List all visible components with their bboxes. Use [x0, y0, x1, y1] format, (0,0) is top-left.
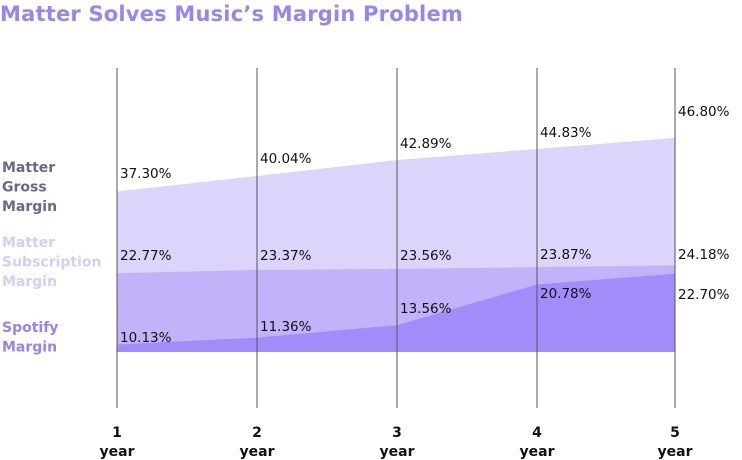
subscription-margin-label: 24.18% [678, 247, 730, 263]
x-tick-label: 5 [670, 425, 680, 441]
series-label-layer: Matter Gross Margin Matter Subscription Margi… [2, 160, 102, 356]
spotify-margin-label: 13.56% [400, 301, 452, 317]
subscription-margin-label: 23.56% [400, 248, 452, 264]
gridline-layer [116, 68, 676, 408]
subscription-margin-label: 23.37% [260, 248, 312, 264]
x-tick-label: 4 [532, 425, 542, 441]
spotify-margin-name: Spotify Margin [2, 320, 58, 356]
x-tick-label: 1 [112, 425, 122, 441]
spotify-margin-label: 11.36% [260, 319, 312, 335]
spotify-margin-label: 20.78% [540, 286, 592, 302]
x-tick-unit: year [240, 444, 275, 460]
subscription-margin-label: 22.77% [120, 248, 172, 264]
gross-margin-label: 42.89% [400, 136, 452, 152]
x-tick-label: 2 [252, 425, 262, 441]
data-label-layer: 37.30% 40.04% 42.89% 44.83% 46.80% 22.77% 23.3… [120, 104, 730, 346]
x-tick-label: 3 [392, 425, 402, 441]
subscription-margin-label: 23.87% [540, 247, 592, 263]
gross-margin-label: 46.80% [678, 104, 730, 120]
subscription-margin-name: Matter Subscription Margin [2, 235, 102, 290]
x-tick-unit: year [658, 444, 693, 460]
spotify-margin-label: 10.13% [120, 330, 172, 346]
x-tick-unit: year [100, 444, 135, 460]
spotify-margin-area [117, 273, 675, 352]
gross-margin-label: 44.83% [540, 125, 592, 141]
x-axis: 1 year 2 year 3 year 4 year 5 year [100, 425, 693, 460]
gross-margin-name: Matter Gross Margin [2, 160, 57, 215]
x-tick-unit: year [380, 444, 415, 460]
spotify-margin-label: 22.70% [678, 287, 730, 303]
gross-margin-label: 37.30% [120, 166, 172, 182]
chart-title: Matter Solves Music’s Margin Problem [0, 2, 463, 26]
x-tick-unit: year [520, 444, 555, 460]
gross-margin-label: 40.04% [260, 151, 312, 167]
area-layer [117, 137, 675, 352]
